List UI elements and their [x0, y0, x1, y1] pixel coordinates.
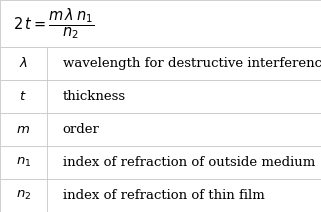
Text: $t$: $t$: [20, 90, 27, 103]
Bar: [0, 80, 321, 113]
Bar: [0, 0, 321, 47]
Text: order: order: [63, 123, 100, 136]
Text: thickness: thickness: [63, 90, 126, 103]
Text: wavelength for destructive interference: wavelength for destructive interference: [63, 57, 321, 70]
Text: $2\,t = \dfrac{m\,\lambda\,n_1}{n_2}$: $2\,t = \dfrac{m\,\lambda\,n_1}{n_2}$: [13, 6, 94, 41]
Bar: [0, 179, 321, 212]
Text: $m$: $m$: [16, 123, 30, 136]
Bar: [0, 47, 321, 80]
Bar: [0, 113, 321, 146]
Text: $\lambda$: $\lambda$: [19, 56, 28, 70]
Bar: [0, 146, 321, 179]
Text: index of refraction of outside medium: index of refraction of outside medium: [63, 156, 315, 169]
Text: $n_1$: $n_1$: [16, 156, 31, 169]
Text: $n_2$: $n_2$: [16, 189, 31, 202]
Text: index of refraction of thin film: index of refraction of thin film: [63, 189, 265, 202]
